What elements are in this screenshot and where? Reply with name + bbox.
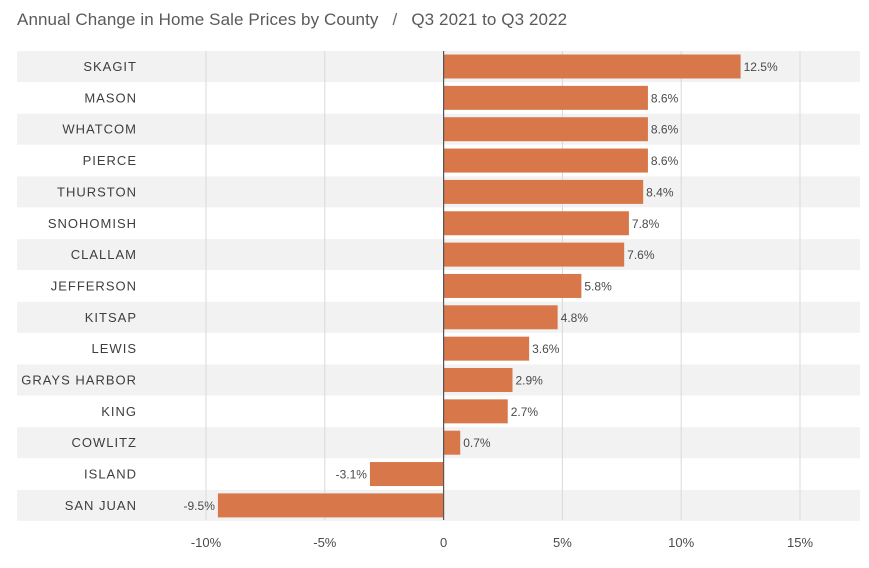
category-label: KITSAP bbox=[85, 310, 137, 325]
chart-title: Annual Change in Home Sale Prices by Cou… bbox=[17, 10, 567, 30]
category-label: CLALLAM bbox=[71, 247, 137, 262]
title-separator: / bbox=[392, 10, 398, 29]
bar-whatcom bbox=[443, 117, 648, 142]
row-band bbox=[17, 301, 860, 333]
value-label: 2.9% bbox=[516, 374, 544, 388]
category-label: GRAYS HARBOR bbox=[21, 373, 137, 388]
category-label: SKAGIT bbox=[83, 59, 137, 74]
bar-grays-harbor bbox=[443, 368, 513, 392]
category-label: THURSTON bbox=[57, 184, 137, 199]
x-tick-label: 5% bbox=[553, 535, 572, 550]
category-label: KING bbox=[101, 404, 137, 419]
value-label: 8.6% bbox=[651, 154, 679, 168]
value-label: 12.5% bbox=[744, 60, 778, 74]
value-label: 3.6% bbox=[532, 342, 560, 356]
category-label: ISLAND bbox=[84, 467, 137, 482]
x-tick-label: 15% bbox=[787, 535, 813, 550]
bar-cowlitz bbox=[443, 430, 461, 455]
bar-lewis bbox=[443, 336, 530, 361]
category-label: MASON bbox=[84, 90, 137, 105]
category-label: SNOHOMISH bbox=[48, 216, 137, 231]
row-band bbox=[17, 427, 860, 459]
bar-thurston bbox=[443, 179, 644, 204]
bar-jefferson bbox=[443, 273, 582, 298]
bar-san-juan bbox=[217, 493, 444, 518]
row-band bbox=[17, 239, 860, 271]
category-label: LEWIS bbox=[92, 341, 137, 356]
value-label: 7.6% bbox=[627, 248, 655, 262]
bar-king bbox=[443, 399, 508, 424]
category-label: JEFFERSON bbox=[51, 278, 137, 293]
row-band bbox=[17, 113, 860, 145]
bar-mason bbox=[443, 85, 648, 110]
value-label: 7.8% bbox=[632, 217, 660, 231]
value-label: 0.7% bbox=[463, 436, 491, 450]
category-label: PIERCE bbox=[83, 153, 137, 168]
bar-skagit bbox=[443, 54, 741, 79]
bar-snohomish bbox=[443, 211, 629, 236]
category-label: SAN JUAN bbox=[65, 498, 137, 513]
bar-pierce bbox=[443, 148, 648, 173]
value-label: 8.6% bbox=[651, 123, 679, 137]
chart-title-main: Annual Change in Home Sale Prices by Cou… bbox=[17, 10, 379, 29]
chart-subtitle: Q3 2021 to Q3 2022 bbox=[411, 10, 568, 29]
value-label: 8.4% bbox=[646, 185, 674, 199]
category-label: WHATCOM bbox=[62, 122, 137, 137]
value-label: 4.8% bbox=[561, 311, 589, 325]
bar-clallam bbox=[443, 242, 625, 267]
bar-kitsap bbox=[443, 305, 558, 330]
row-band bbox=[17, 364, 860, 396]
row-band bbox=[17, 176, 860, 208]
x-tick-label: -5% bbox=[313, 535, 337, 550]
category-label: COWLITZ bbox=[72, 435, 138, 450]
value-label: -3.1% bbox=[336, 468, 368, 482]
x-tick-label: -10% bbox=[191, 535, 222, 550]
x-tick-label: 0 bbox=[440, 535, 447, 550]
value-label: 2.7% bbox=[511, 405, 539, 419]
value-label: 5.8% bbox=[584, 279, 612, 293]
bar-island bbox=[369, 462, 444, 487]
x-tick-label: 10% bbox=[668, 535, 694, 550]
value-label: -9.5% bbox=[184, 499, 216, 513]
value-label: 8.6% bbox=[651, 91, 679, 105]
